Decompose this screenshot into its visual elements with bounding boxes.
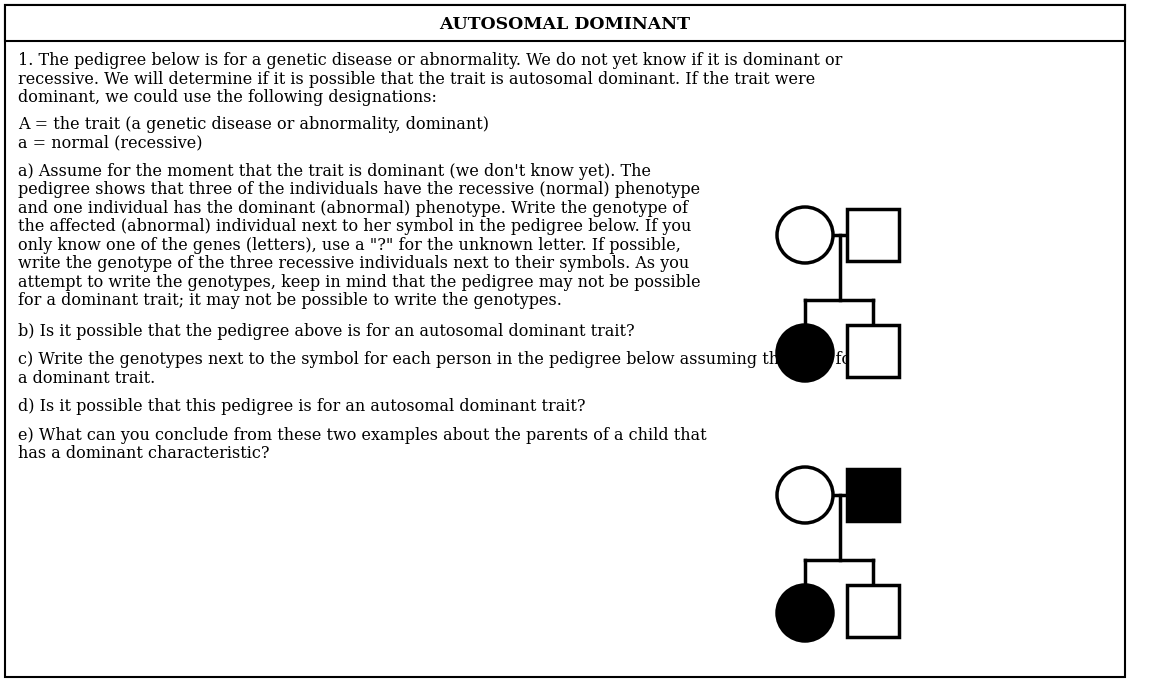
Text: a = normal (recessive): a = normal (recessive)	[18, 134, 203, 151]
Text: e) What can you conclude from these two examples about the parents of a child th: e) What can you conclude from these two …	[18, 427, 706, 443]
Text: c) Write the genotypes next to the symbol for each person in the pedigree below : c) Write the genotypes next to the symbo…	[18, 351, 859, 368]
Text: AUTOSOMAL DOMINANT: AUTOSOMAL DOMINANT	[440, 16, 690, 32]
Text: has a dominant characteristic?: has a dominant characteristic?	[18, 445, 270, 462]
Text: A = the trait (a genetic disease or abnormality, dominant): A = the trait (a genetic disease or abno…	[18, 116, 488, 132]
Text: attempt to write the genotypes, keep in mind that the pedigree may not be possib: attempt to write the genotypes, keep in …	[18, 273, 700, 290]
Text: only know one of the genes (letters), use a "?" for the unknown letter. If possi: only know one of the genes (letters), us…	[18, 236, 681, 253]
Bar	[847, 325, 899, 377]
Bar	[847, 209, 899, 261]
Bar	[5, 5, 1126, 41]
Text: recessive. We will determine if it is possible that the trait is autosomal domin: recessive. We will determine if it is po…	[18, 71, 816, 88]
Text: and one individual has the dominant (abnormal) phenotype. Write the genotype of: and one individual has the dominant (abn…	[18, 199, 688, 216]
Text: for a dominant trait; it may not be possible to write the genotypes.: for a dominant trait; it may not be poss…	[18, 292, 562, 309]
Text: write the genotype of the three recessive individuals next to their symbols. As : write the genotype of the three recessiv…	[18, 255, 689, 272]
Circle shape	[776, 207, 833, 263]
Text: the affected (abnormal) individual next to her symbol in the pedigree below. If : the affected (abnormal) individual next …	[18, 218, 691, 235]
Text: dominant, we could use the following designations:: dominant, we could use the following des…	[18, 89, 437, 106]
Circle shape	[776, 467, 833, 523]
Text: pedigree shows that three of the individuals have the recessive (normal) phenoty: pedigree shows that three of the individ…	[18, 181, 700, 198]
Text: a dominant trait.: a dominant trait.	[18, 369, 156, 386]
Text: d) Is it possible that this pedigree is for an autosomal dominant trait?: d) Is it possible that this pedigree is …	[18, 398, 585, 415]
Text: b) Is it possible that the pedigree above is for an autosomal dominant trait?: b) Is it possible that the pedigree abov…	[18, 323, 635, 340]
Bar	[847, 585, 899, 637]
Circle shape	[776, 585, 833, 641]
Bar	[847, 469, 899, 521]
Text: 1. The pedigree below is for a genetic disease or abnormality. We do not yet kno: 1. The pedigree below is for a genetic d…	[18, 52, 842, 69]
Circle shape	[776, 325, 833, 381]
Text: a) Assume for the moment that the trait is dominant (we don't know yet). The: a) Assume for the moment that the trait …	[18, 162, 651, 179]
